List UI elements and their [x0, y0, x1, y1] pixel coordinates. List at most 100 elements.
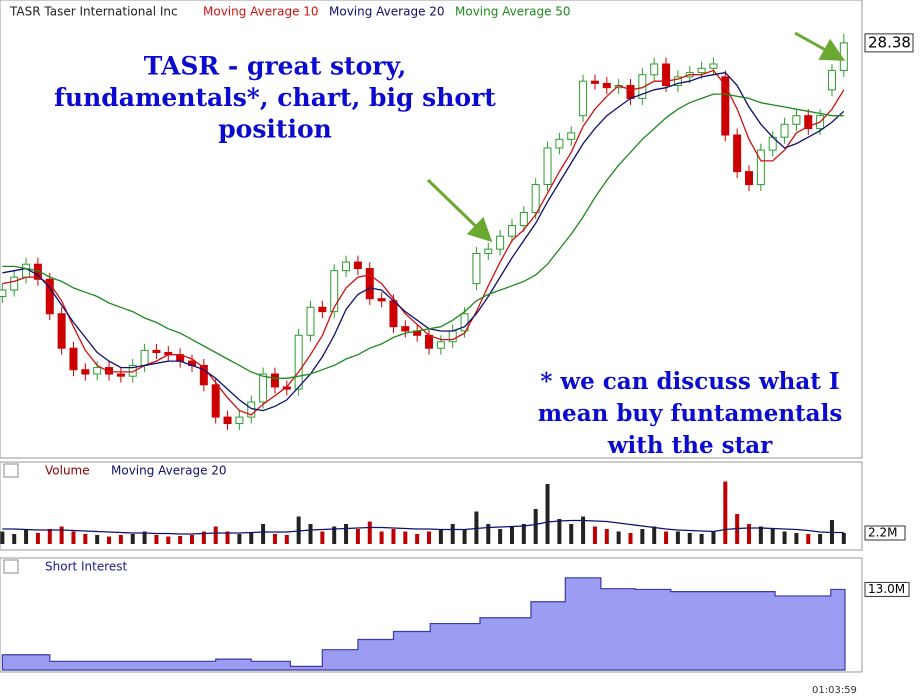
annotation: TASR - great story,	[144, 52, 407, 81]
candle-body	[626, 85, 635, 99]
volume-bar	[189, 535, 194, 544]
candle-body	[57, 313, 66, 349]
candle-body	[199, 364, 208, 386]
arrow	[794, 31, 846, 61]
candle-body	[105, 367, 114, 375]
volume-bar	[486, 524, 491, 544]
candle-body	[804, 115, 813, 130]
volume-bar	[604, 529, 609, 544]
volume-bar	[332, 526, 337, 544]
arrow	[426, 178, 493, 243]
volume-bar	[450, 524, 455, 544]
candle-body	[0, 289, 7, 298]
candle-body	[211, 384, 220, 418]
last-value-box	[864, 581, 910, 597]
last-value-box	[864, 525, 906, 541]
volume-bar	[462, 529, 467, 544]
volume-bar	[24, 530, 29, 544]
volume-bar	[533, 509, 538, 544]
candle-body	[294, 334, 303, 390]
volume-bar	[569, 524, 574, 544]
candle-body	[472, 252, 481, 285]
candle-body	[365, 268, 374, 300]
candle-body	[22, 263, 31, 278]
legend-entry: Moving Average 20	[329, 5, 445, 19]
volume-bar	[367, 521, 372, 544]
volume-bar	[818, 534, 823, 544]
volume-bar	[320, 531, 325, 544]
volume-bar	[261, 524, 266, 544]
candle-body	[45, 278, 54, 315]
volume-bar	[166, 536, 171, 544]
candle-body	[567, 132, 576, 140]
volume-bar	[616, 531, 621, 544]
annotation: position	[218, 115, 332, 144]
ma-line	[2, 519, 844, 535]
volume-bar	[118, 535, 123, 544]
legend-entry: Moving Average 20	[111, 464, 227, 478]
labels: 28.38 2.2M 13.0M TASR Taser International I…	[9, 5, 914, 597]
candle-body	[342, 261, 351, 272]
candle-body	[223, 416, 232, 425]
volume-bar	[83, 534, 88, 544]
candle-body	[128, 364, 137, 377]
candle-body	[792, 115, 801, 125]
candle-body	[377, 298, 386, 302]
volume-bar	[640, 529, 645, 544]
candle-body	[152, 349, 161, 353]
volume-bar	[59, 526, 64, 544]
volume-bar	[308, 524, 313, 544]
candle-body	[93, 367, 102, 375]
close-icon[interactable]	[3, 559, 19, 574]
volume-bar	[794, 533, 799, 544]
volume-bar	[12, 534, 17, 544]
candle-body	[519, 212, 528, 226]
candle-body	[650, 63, 659, 76]
volume-bar	[0, 531, 5, 544]
candle-body	[318, 306, 327, 313]
volume-bar	[782, 531, 787, 544]
volume-bar	[379, 531, 384, 544]
candle-body	[602, 82, 611, 89]
volume-bar	[355, 529, 360, 544]
panel-title: Short Interest	[45, 560, 128, 574]
volume-bar	[95, 535, 100, 544]
volume-bar	[296, 516, 301, 544]
candle-body	[638, 74, 647, 99]
volume-bar	[284, 535, 289, 544]
ma-line	[2, 93, 844, 379]
volume-bar	[213, 526, 218, 544]
candle-body	[579, 80, 588, 117]
volume-bar	[521, 524, 526, 544]
annotation: with the star	[607, 432, 773, 459]
candle-body	[721, 76, 730, 136]
volume-bar	[438, 529, 443, 544]
volume-bar	[557, 519, 562, 544]
volume-bar	[699, 534, 704, 544]
candle-body	[555, 138, 564, 149]
candle-body	[235, 416, 244, 425]
candle-body	[756, 149, 765, 186]
panel-title: Volume	[45, 464, 90, 478]
candle-body	[389, 300, 398, 328]
candle-body	[259, 373, 268, 403]
volume-bar	[664, 531, 669, 544]
volume-bar	[107, 536, 112, 544]
candle-body	[496, 235, 505, 250]
close-icon[interactable]	[3, 463, 19, 478]
candle-body	[543, 147, 552, 186]
last-price-box	[864, 33, 914, 53]
volume-bar	[178, 536, 183, 544]
volume-bar	[391, 529, 396, 544]
candle-body	[401, 326, 410, 332]
volume-bar	[545, 484, 550, 544]
candle-body	[745, 171, 754, 186]
volume-bar	[806, 534, 811, 544]
volume-bar	[770, 529, 775, 544]
candle-body	[353, 261, 362, 270]
last-value-label: 13.0M	[868, 582, 905, 596]
candle-body	[116, 373, 125, 377]
candle-body	[436, 341, 445, 349]
annotation: fundamentals*, chart, big short	[54, 83, 496, 112]
